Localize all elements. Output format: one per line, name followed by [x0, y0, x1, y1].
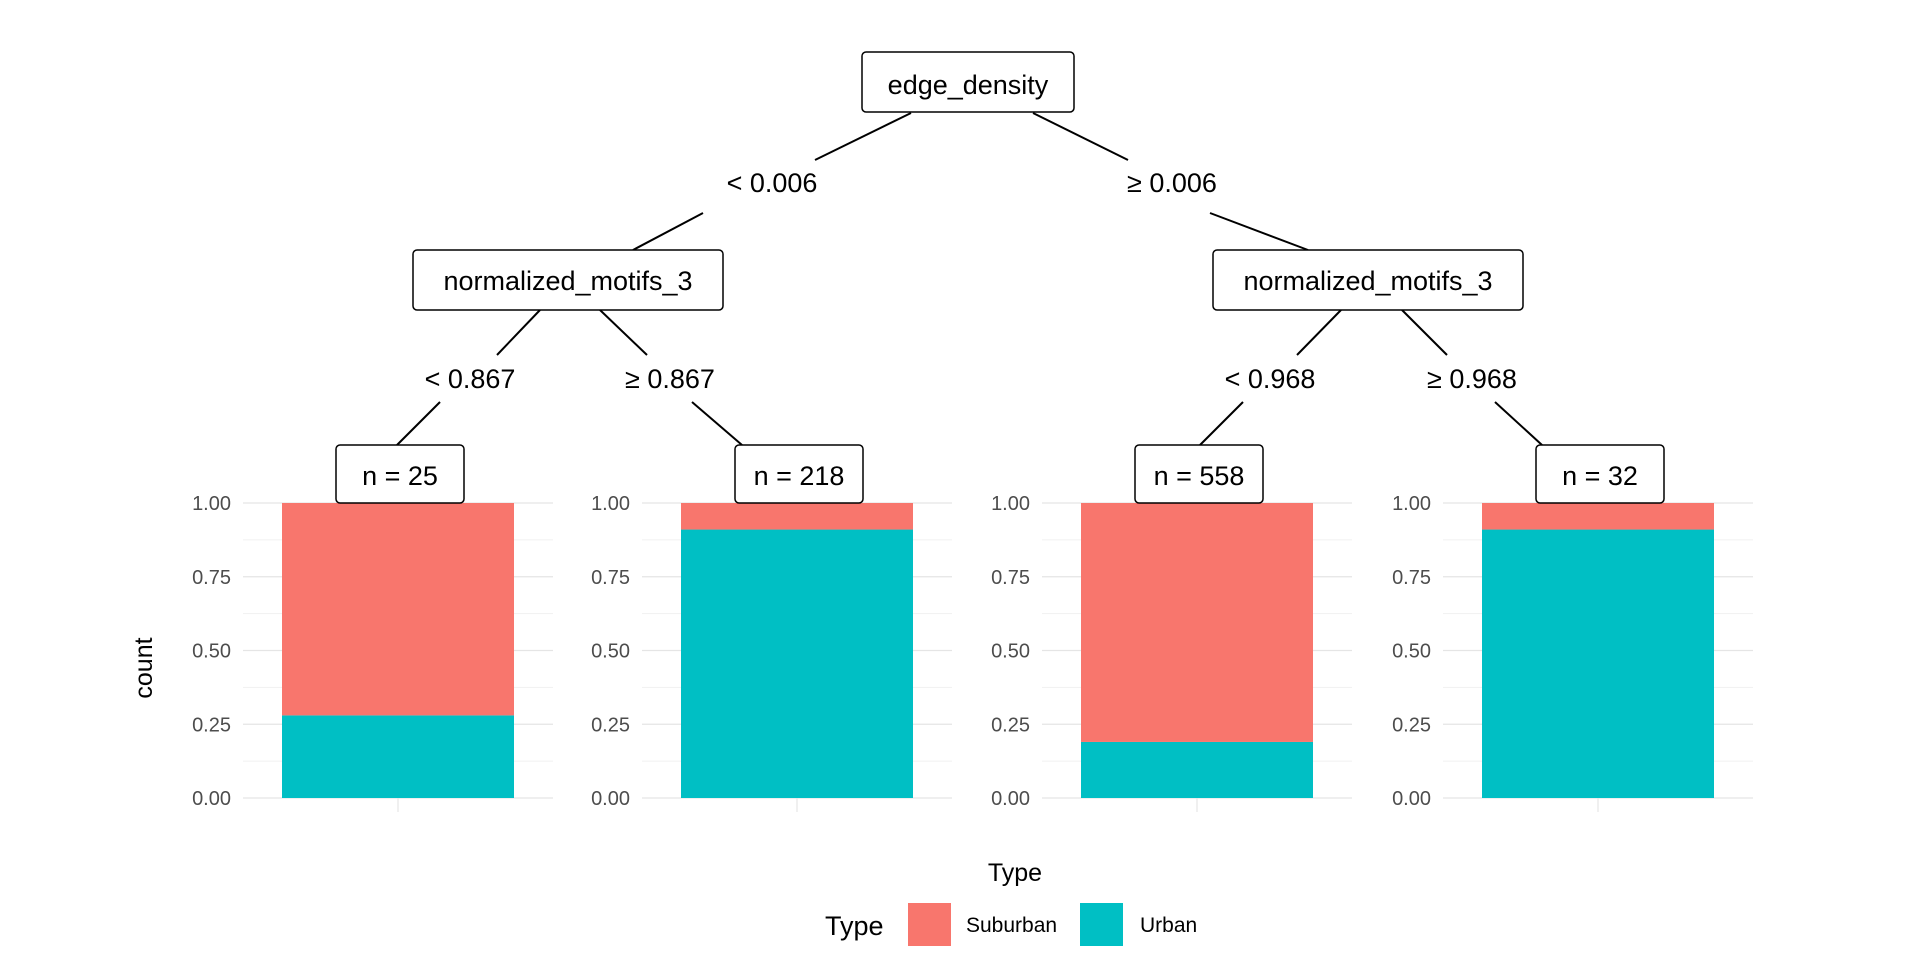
inner-node-right: normalized_motifs_3 [1212, 249, 1524, 311]
inner-node-left-label: normalized_motifs_3 [443, 266, 692, 296]
leaf-node-label: n = 25 [362, 461, 438, 491]
edge-labels: < 0.006 ≥ 0.006 < 0.867 ≥ 0.867 < 0.968 … [425, 168, 1517, 394]
terminal-panel-4: 0.00 0.25 0.50 0.75 1.00 [1392, 493, 1753, 812]
y-tick-label: 0.50 [192, 641, 231, 663]
edge-l-l-lower [396, 401, 441, 446]
legend-key-urban [1080, 903, 1123, 946]
x-axis-title: Type [988, 859, 1042, 887]
leaf-node-box [1134, 444, 1264, 504]
edge-label-left-right: ≥ 0.867 [625, 364, 715, 394]
edge-l-l-upper [496, 309, 541, 356]
edge-r-r-upper [1401, 309, 1448, 356]
y-tick-label: 0.50 [991, 641, 1030, 663]
y-tick-label: 1.00 [1392, 493, 1431, 515]
edge-root-right-upper [1032, 112, 1129, 161]
bar-urban [681, 529, 913, 798]
y-tick-label: 0.75 [591, 567, 630, 589]
bar-urban [1482, 529, 1714, 798]
terminal-panel-3: 0.00 0.25 0.50 0.75 1.00 [991, 493, 1352, 812]
edge-l-r-lower [691, 401, 743, 446]
legend: Type Suburban Urban [825, 903, 1197, 946]
bar-suburban [681, 503, 913, 530]
inner-node-left: normalized_motifs_3 [412, 249, 724, 311]
edge-label-right-right: ≥ 0.968 [1427, 364, 1517, 394]
edge-label-root-right: ≥ 0.006 [1127, 168, 1217, 198]
leaf-node-3: n = 558 [1134, 444, 1264, 504]
leaf-node-box [335, 444, 465, 504]
leaf-node-label: n = 558 [1154, 461, 1245, 491]
legend-title: Type [825, 911, 884, 941]
edge-label-left-left: < 0.867 [425, 364, 516, 394]
y-tick-label: 0.75 [192, 567, 231, 589]
y-tick-label: 0.25 [591, 714, 630, 736]
edge-root-right-lower [1209, 212, 1309, 251]
bar-suburban [282, 503, 514, 716]
edge-root-left-lower [632, 212, 704, 251]
leaf-node-label: n = 32 [1562, 461, 1638, 491]
terminal-panel-1: 0.00 0.25 0.50 0.75 1.00 [192, 493, 553, 812]
terminal-panels: 0.00 0.25 0.50 0.75 1.00 0.00 0.25 0.50 0.75 1.00… [192, 493, 1753, 812]
y-tick-label: 0.00 [991, 788, 1030, 810]
y-tick-label: 0.50 [1392, 641, 1431, 663]
y-axis-title: count [130, 637, 158, 698]
y-tick-label: 1.00 [591, 493, 630, 515]
edge-l-r-upper [599, 309, 648, 356]
root-node-label: edge_density [888, 70, 1049, 100]
leaf-node-2: n = 218 [734, 444, 864, 504]
leaf-node-label: n = 218 [754, 461, 845, 491]
edge-label-root-left: < 0.006 [727, 168, 818, 198]
y-tick-label: 0.00 [591, 788, 630, 810]
edge-r-l-lower [1199, 401, 1244, 446]
leaf-node-box [1535, 444, 1665, 504]
y-tick-label: 0.50 [591, 641, 630, 663]
legend-key-suburban [908, 903, 951, 946]
inner-node-right-label: normalized_motifs_3 [1243, 266, 1492, 296]
bar-suburban [1081, 503, 1313, 742]
y-tick-label: 0.00 [1392, 788, 1431, 810]
edge-root-left-upper [814, 112, 912, 161]
terminal-panel-2: 0.00 0.25 0.50 0.75 1.00 [591, 493, 952, 812]
legend-label-suburban: Suburban [966, 914, 1057, 937]
edge-r-r-lower [1494, 401, 1543, 446]
y-tick-label: 0.75 [991, 567, 1030, 589]
bar-suburban [1482, 503, 1714, 530]
edge-r-l-upper [1296, 309, 1342, 356]
y-tick-label: 0.00 [192, 788, 231, 810]
y-tick-label: 1.00 [991, 493, 1030, 515]
root-node: edge_density [861, 51, 1075, 113]
y-tick-label: 0.75 [1392, 567, 1431, 589]
leaf-node-box [734, 444, 864, 504]
bar-urban [282, 715, 514, 798]
y-tick-label: 0.25 [192, 714, 231, 736]
tree-edges [396, 112, 1543, 446]
y-tick-label: 0.25 [991, 714, 1030, 736]
y-tick-label: 1.00 [192, 493, 231, 515]
bar-urban [1081, 741, 1313, 798]
legend-label-urban: Urban [1140, 914, 1197, 937]
leaf-labels: n = 25 n = 218 n = 558 n = 32 [335, 444, 1665, 504]
leaf-node-1: n = 25 [335, 444, 465, 504]
edge-label-right-left: < 0.968 [1225, 364, 1316, 394]
y-tick-label: 0.25 [1392, 714, 1431, 736]
leaf-node-4: n = 32 [1535, 444, 1665, 504]
